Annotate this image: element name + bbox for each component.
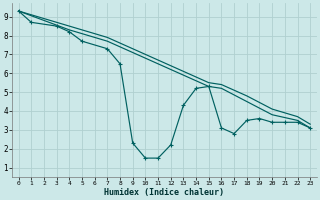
X-axis label: Humidex (Indice chaleur): Humidex (Indice chaleur) — [104, 188, 224, 197]
